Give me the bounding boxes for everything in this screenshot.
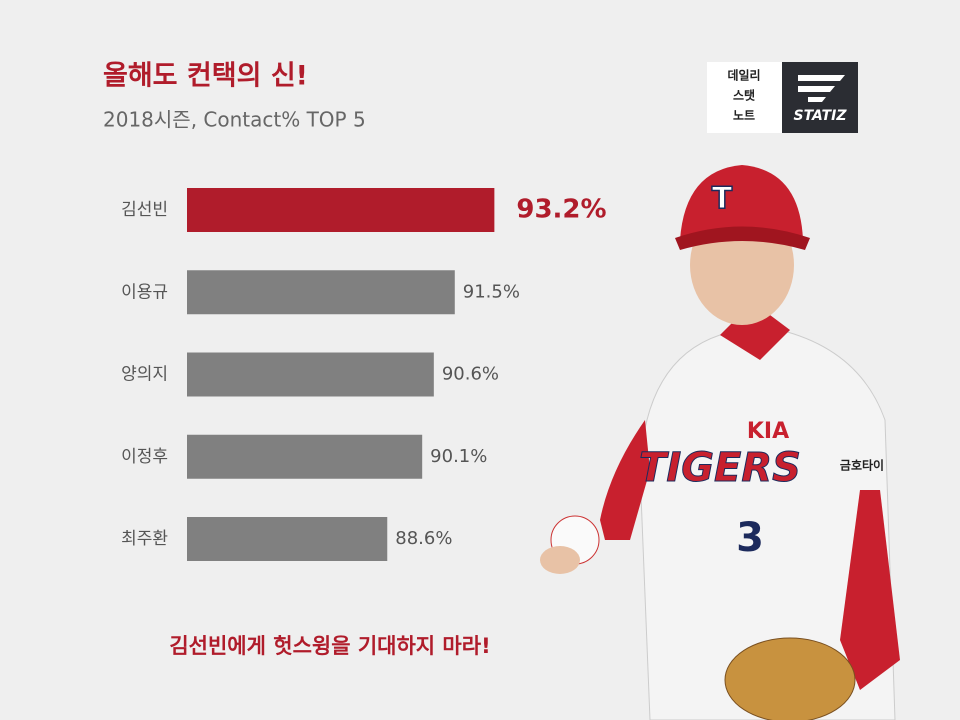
- glove: [724, 637, 856, 720]
- sleeve: [840, 490, 900, 690]
- annotation: 김선빈에게 헛스윙을 기대하지 마라!: [169, 634, 490, 658]
- hand: [540, 546, 580, 574]
- title: 올해도 컨택의 신!: [103, 61, 308, 92]
- category-label: 양의지: [121, 365, 168, 385]
- logo-text: 데일리: [727, 68, 760, 83]
- cap-logo: T: [712, 182, 733, 217]
- value-label: 91.5%: [463, 281, 520, 302]
- jersey-brand: KIA: [747, 419, 789, 444]
- value-label: 93.2%: [516, 195, 606, 225]
- jersey-number: 3: [736, 515, 764, 561]
- value-label: 90.1%: [430, 446, 487, 467]
- logo: 데일리 스탯 노트 STATIZ: [707, 62, 858, 133]
- category-label: 최주환: [121, 529, 168, 549]
- category-label: 김선빈: [121, 200, 168, 220]
- bar: [187, 270, 455, 315]
- jersey-sponsor: 금호타이: [840, 458, 884, 473]
- cap-brim: [675, 226, 810, 250]
- subtitle: 2018시즌, Contact% TOP 5: [103, 108, 366, 132]
- logo-text: 스탯: [733, 88, 755, 103]
- sleeve: [600, 420, 650, 540]
- bar: [187, 434, 423, 479]
- category-label: 이용규: [121, 282, 168, 302]
- bar: [187, 188, 495, 232]
- collar: [720, 315, 790, 360]
- bar: [187, 352, 434, 397]
- category-label: 이정후: [121, 447, 168, 467]
- logo-brand: STATIZ: [794, 108, 848, 124]
- logo-text: 노트: [733, 109, 755, 123]
- jersey-team: TIGERS: [639, 445, 801, 491]
- logo-icon: [798, 75, 845, 102]
- value-label: 88.6%: [395, 528, 452, 549]
- logo-box: [707, 62, 782, 133]
- value-label: 90.6%: [442, 364, 499, 385]
- cap: [680, 165, 803, 240]
- player-illustration: T KIA TIGERS 3 금호타이: [540, 165, 900, 720]
- bar: [187, 517, 388, 561]
